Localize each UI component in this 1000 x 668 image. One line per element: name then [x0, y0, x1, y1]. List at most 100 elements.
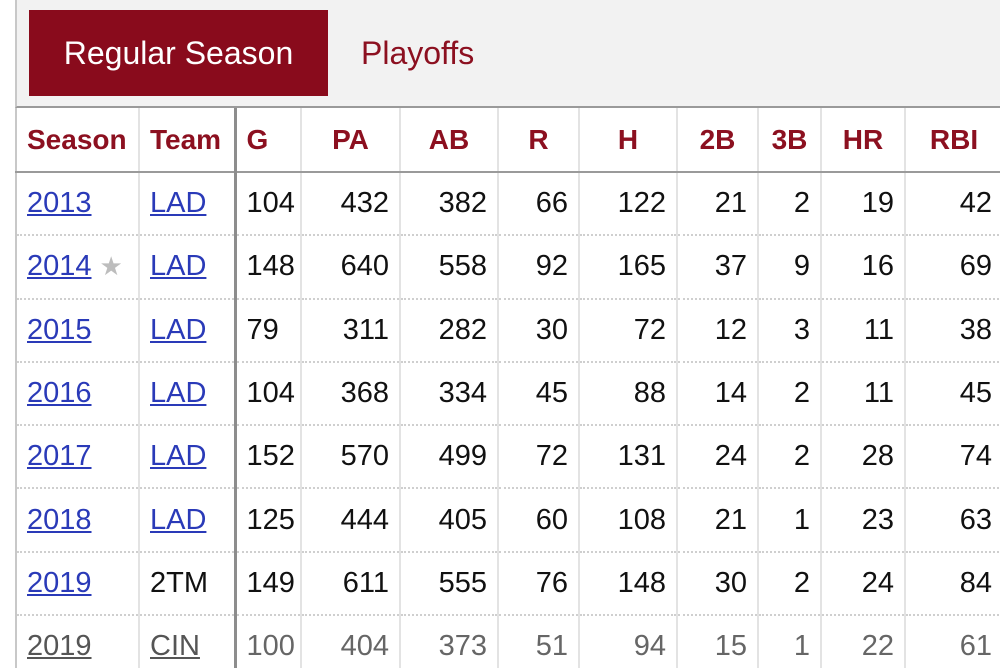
team-link[interactable]: LAD — [150, 440, 207, 473]
team-link[interactable]: LAD — [150, 377, 207, 410]
stat-cell-h: 148 — [579, 551, 678, 617]
stat-cell-h: 94 — [579, 615, 678, 668]
season-link[interactable]: 2019 — [27, 630, 92, 663]
team-link[interactable]: LAD — [150, 313, 207, 346]
team-cell: CIN — [139, 615, 237, 668]
stat-cell-doubles: 30 — [677, 551, 759, 617]
stat-cell-hr: 28 — [821, 425, 906, 490]
team-link[interactable]: LAD — [150, 503, 207, 536]
stat-cell-h: 108 — [579, 488, 678, 553]
stat-cell-ab: 373 — [400, 615, 499, 668]
stat-cell-ab: 499 — [400, 425, 499, 490]
season-cell: 2019 — [15, 551, 140, 617]
stat-cell-ab: 558 — [400, 235, 499, 300]
stat-cell-r: 51 — [498, 615, 580, 668]
stat-cell-doubles: 14 — [677, 361, 759, 427]
column-header-pa[interactable]: PA — [301, 108, 401, 173]
table-row: 2019 2TM 149 611 555 76 148 30 2 24 84 — [15, 551, 1000, 617]
stat-cell-g: 104 — [235, 361, 302, 427]
team-cell: LAD — [139, 361, 237, 427]
table-body: 2013 LAD 104 432 382 66 122 21 2 19 42 2014 ★ LAD 148 6… — [15, 172, 1000, 668]
stat-cell-triples: 2 — [758, 551, 822, 617]
season-link[interactable]: 2014 — [27, 250, 92, 283]
table-row: 2016 LAD 104 368 334 45 88 14 2 11 45 — [15, 361, 1000, 427]
team-label: 2TM — [150, 566, 208, 599]
stat-cell-hr: 22 — [821, 615, 906, 668]
column-header-ab[interactable]: AB — [400, 108, 499, 173]
team-link[interactable]: CIN — [150, 630, 200, 663]
stat-cell-g: 152 — [235, 425, 302, 490]
stat-cell-triples: 1 — [758, 615, 822, 668]
stat-cell-r: 66 — [498, 172, 580, 237]
team-cell: LAD — [139, 488, 237, 553]
season-link[interactable]: 2013 — [27, 187, 92, 220]
season-link[interactable]: 2015 — [27, 313, 92, 346]
all-star-icon: ★ — [99, 251, 123, 282]
table-header-row: Season Team G PA AB R H 2B 3B HR RBI — [15, 108, 1000, 173]
stat-cell-h: 88 — [579, 361, 678, 427]
column-header-rbi[interactable]: RBI — [905, 108, 1000, 173]
stat-cell-doubles: 12 — [677, 298, 759, 363]
team-link[interactable]: LAD — [150, 187, 207, 220]
stat-cell-triples: 3 — [758, 298, 822, 363]
season-link[interactable]: 2016 — [27, 377, 92, 410]
stat-cell-rbi: 63 — [905, 488, 1000, 553]
stat-cell-doubles: 21 — [677, 172, 759, 237]
stat-cell-h: 165 — [579, 235, 678, 300]
table-row: 2014 ★ LAD 148 640 558 92 165 37 9 16 69 — [15, 235, 1000, 300]
column-header-team[interactable]: Team — [139, 108, 237, 173]
stat-cell-rbi: 69 — [905, 235, 1000, 300]
stat-cell-g: 125 — [235, 488, 302, 553]
stat-cell-triples: 9 — [758, 235, 822, 300]
column-header-2b[interactable]: 2B — [677, 108, 759, 173]
season-link[interactable]: 2019 — [27, 566, 92, 599]
tab-regular-season[interactable]: Regular Season — [29, 10, 328, 96]
stat-cell-doubles: 15 — [677, 615, 759, 668]
stat-cell-hr: 24 — [821, 551, 906, 617]
stat-cell-pa: 640 — [301, 235, 401, 300]
column-header-g[interactable]: G — [235, 108, 302, 173]
table-row: 2018 LAD 125 444 405 60 108 21 1 23 63 — [15, 488, 1000, 553]
stat-cell-g: 100 — [235, 615, 302, 668]
stat-cell-r: 76 — [498, 551, 580, 617]
column-header-3b[interactable]: 3B — [758, 108, 822, 173]
stat-cell-doubles: 37 — [677, 235, 759, 300]
stat-cell-hr: 23 — [821, 488, 906, 553]
column-header-season[interactable]: Season — [15, 108, 140, 173]
table-row: 2015 LAD 79 311 282 30 72 12 3 11 38 — [15, 298, 1000, 363]
stat-cell-ab: 382 — [400, 172, 499, 237]
column-header-hr[interactable]: HR — [821, 108, 906, 173]
stat-cell-ab: 282 — [400, 298, 499, 363]
stat-cell-triples: 2 — [758, 361, 822, 427]
stat-cell-h: 131 — [579, 425, 678, 490]
season-cell: 2017 — [15, 425, 140, 490]
stat-cell-doubles: 21 — [677, 488, 759, 553]
team-cell: LAD — [139, 298, 237, 363]
stat-cell-ab: 555 — [400, 551, 499, 617]
season-link[interactable]: 2017 — [27, 440, 92, 473]
table-row: 2013 LAD 104 432 382 66 122 21 2 19 42 — [15, 172, 1000, 237]
season-cell: 2014 ★ — [15, 235, 140, 300]
stat-cell-h: 72 — [579, 298, 678, 363]
stat-cell-r: 45 — [498, 361, 580, 427]
tab-playoffs[interactable]: Playoffs — [361, 34, 475, 71]
season-cell: 2015 — [15, 298, 140, 363]
stat-cell-r: 30 — [498, 298, 580, 363]
stat-cell-pa: 432 — [301, 172, 401, 237]
stat-cell-hr: 11 — [821, 298, 906, 363]
column-header-r[interactable]: R — [498, 108, 580, 173]
stat-cell-doubles: 24 — [677, 425, 759, 490]
stat-cell-r: 72 — [498, 425, 580, 490]
column-header-h[interactable]: H — [579, 108, 678, 173]
stat-cell-hr: 16 — [821, 235, 906, 300]
stat-cell-triples: 2 — [758, 172, 822, 237]
team-cell: LAD — [139, 425, 237, 490]
table-row: 2017 LAD 152 570 499 72 131 24 2 28 74 — [15, 425, 1000, 490]
stat-cell-g: 148 — [235, 235, 302, 300]
stat-cell-pa: 611 — [301, 551, 401, 617]
batting-stats-table: Season Team G PA AB R H 2B 3B HR RBI 201… — [15, 108, 1000, 668]
team-cell: LAD — [139, 172, 237, 237]
season-link[interactable]: 2018 — [27, 503, 92, 536]
team-link[interactable]: LAD — [150, 250, 207, 283]
